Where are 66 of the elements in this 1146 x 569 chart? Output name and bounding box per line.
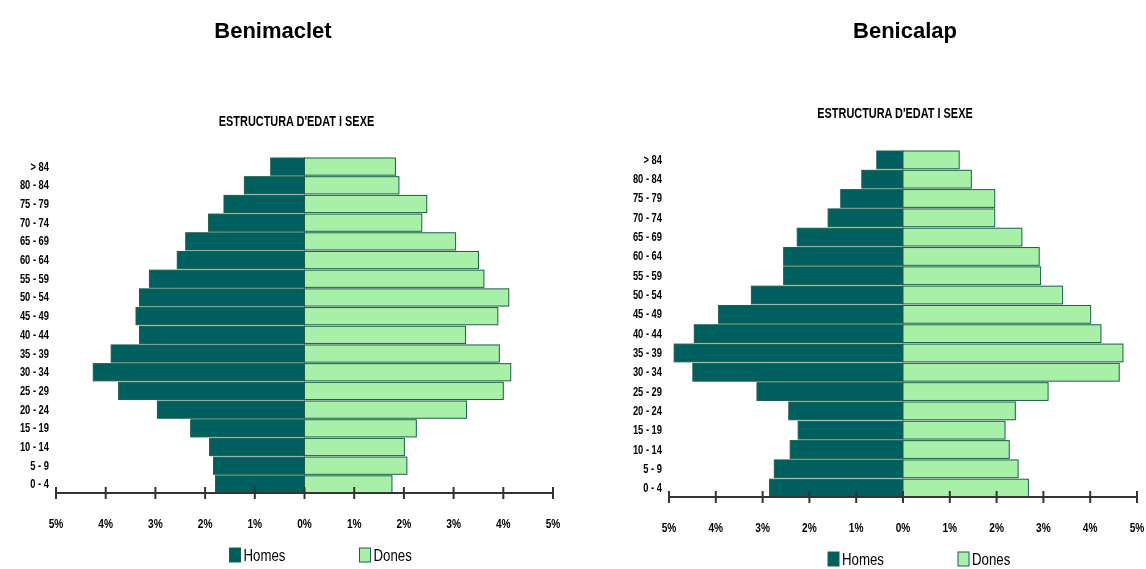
y-tick-label: 5 - 9	[30, 458, 50, 472]
y-tick-label: 80 - 84	[632, 172, 663, 186]
legend-label: Homes	[842, 549, 885, 569]
y-tick-label: 70 - 74	[632, 210, 663, 225]
y-tick-label: 35 - 39	[19, 346, 50, 360]
x-tick-label: 2%	[396, 515, 412, 531]
x-tick-label: 5%	[48, 515, 64, 531]
x-tick-label: 1%	[247, 515, 263, 531]
y-tick-label: 20 - 24	[632, 403, 663, 418]
y-tick-label: 30 - 34	[19, 365, 50, 379]
y-tick-label: 0 - 4	[30, 477, 50, 491]
y-tick-label: 10 - 14	[632, 442, 663, 456]
y-tick-label: 55 - 59	[19, 271, 50, 285]
x-tick-label: 1%	[942, 519, 958, 535]
x-tick-label: 5%	[1129, 519, 1145, 535]
x-tick-label: 3%	[1036, 519, 1052, 535]
x-tick-label: 4%	[1082, 519, 1099, 535]
y-tick-label: 25 - 29	[632, 384, 663, 398]
y-tick-label: 45 - 49	[19, 309, 50, 323]
y-tick-label: 65 - 69	[632, 229, 663, 244]
y-tick-label: 0 - 4	[643, 480, 663, 495]
x-tick-label: 3%	[446, 515, 462, 531]
y-tick-label: 40 - 44	[19, 327, 50, 342]
y-tick-label: 65 - 69	[19, 234, 50, 248]
y-tick-label: 5 - 9	[643, 461, 663, 476]
y-tick-label: 60 - 64	[632, 249, 663, 263]
chart-title: Benimaclet	[214, 18, 333, 43]
x-tick-label: 3%	[148, 515, 164, 531]
y-tick-label: 60 - 64	[19, 252, 50, 267]
x-tick-label: 0%	[297, 515, 313, 531]
y-tick-label: 15 - 19	[632, 423, 663, 437]
y-tick-label: 40 - 44	[632, 326, 663, 340]
legend-label: Dones	[373, 545, 413, 565]
chart-subtitle: ESTRUCTURA D'EDAT I SEXE	[817, 105, 973, 122]
chart-subtitle: ESTRUCTURA D'EDAT I SEXE	[218, 113, 375, 130]
x-tick-label: 4%	[98, 515, 114, 531]
y-tick-label: 30 - 34	[632, 365, 663, 379]
x-tick-label: 1%	[848, 519, 865, 535]
legend-label: Homes	[243, 545, 286, 565]
y-tick-label: 15 - 19	[19, 421, 50, 435]
x-tick-label: 2%	[802, 519, 818, 535]
y-tick-label: 20 - 24	[19, 402, 50, 416]
x-tick-label: 5%	[661, 519, 677, 535]
y-tick-label: 50 - 54	[19, 290, 50, 304]
x-tick-label: 1%	[346, 515, 363, 531]
x-tick-label: 2%	[197, 515, 213, 531]
y-tick-label: > 84	[30, 159, 50, 173]
y-tick-label: 25 - 29	[19, 383, 50, 398]
x-tick-label: 4%	[708, 519, 724, 535]
legend-label: Dones	[972, 549, 1011, 569]
y-tick-label: 55 - 59	[632, 268, 663, 282]
y-tick-label: 45 - 49	[632, 307, 663, 321]
y-tick-label: 75 - 79	[632, 191, 663, 205]
y-tick-label: 10 - 14	[19, 439, 50, 454]
y-tick-label: 75 - 79	[19, 196, 50, 211]
y-tick-label: 50 - 54	[632, 287, 663, 302]
x-tick-label: 2%	[989, 519, 1005, 535]
x-tick-label: 3%	[755, 519, 771, 535]
y-tick-label: 35 - 39	[632, 345, 663, 360]
x-tick-label: 5%	[545, 515, 561, 531]
y-tick-label: 80 - 84	[19, 178, 50, 192]
y-tick-label: 70 - 74	[19, 215, 50, 229]
x-tick-label: 0%	[895, 519, 911, 535]
y-tick-label: > 84	[643, 152, 663, 167]
x-tick-label: 4%	[495, 515, 512, 531]
chart-title: Benicalap	[853, 18, 957, 43]
